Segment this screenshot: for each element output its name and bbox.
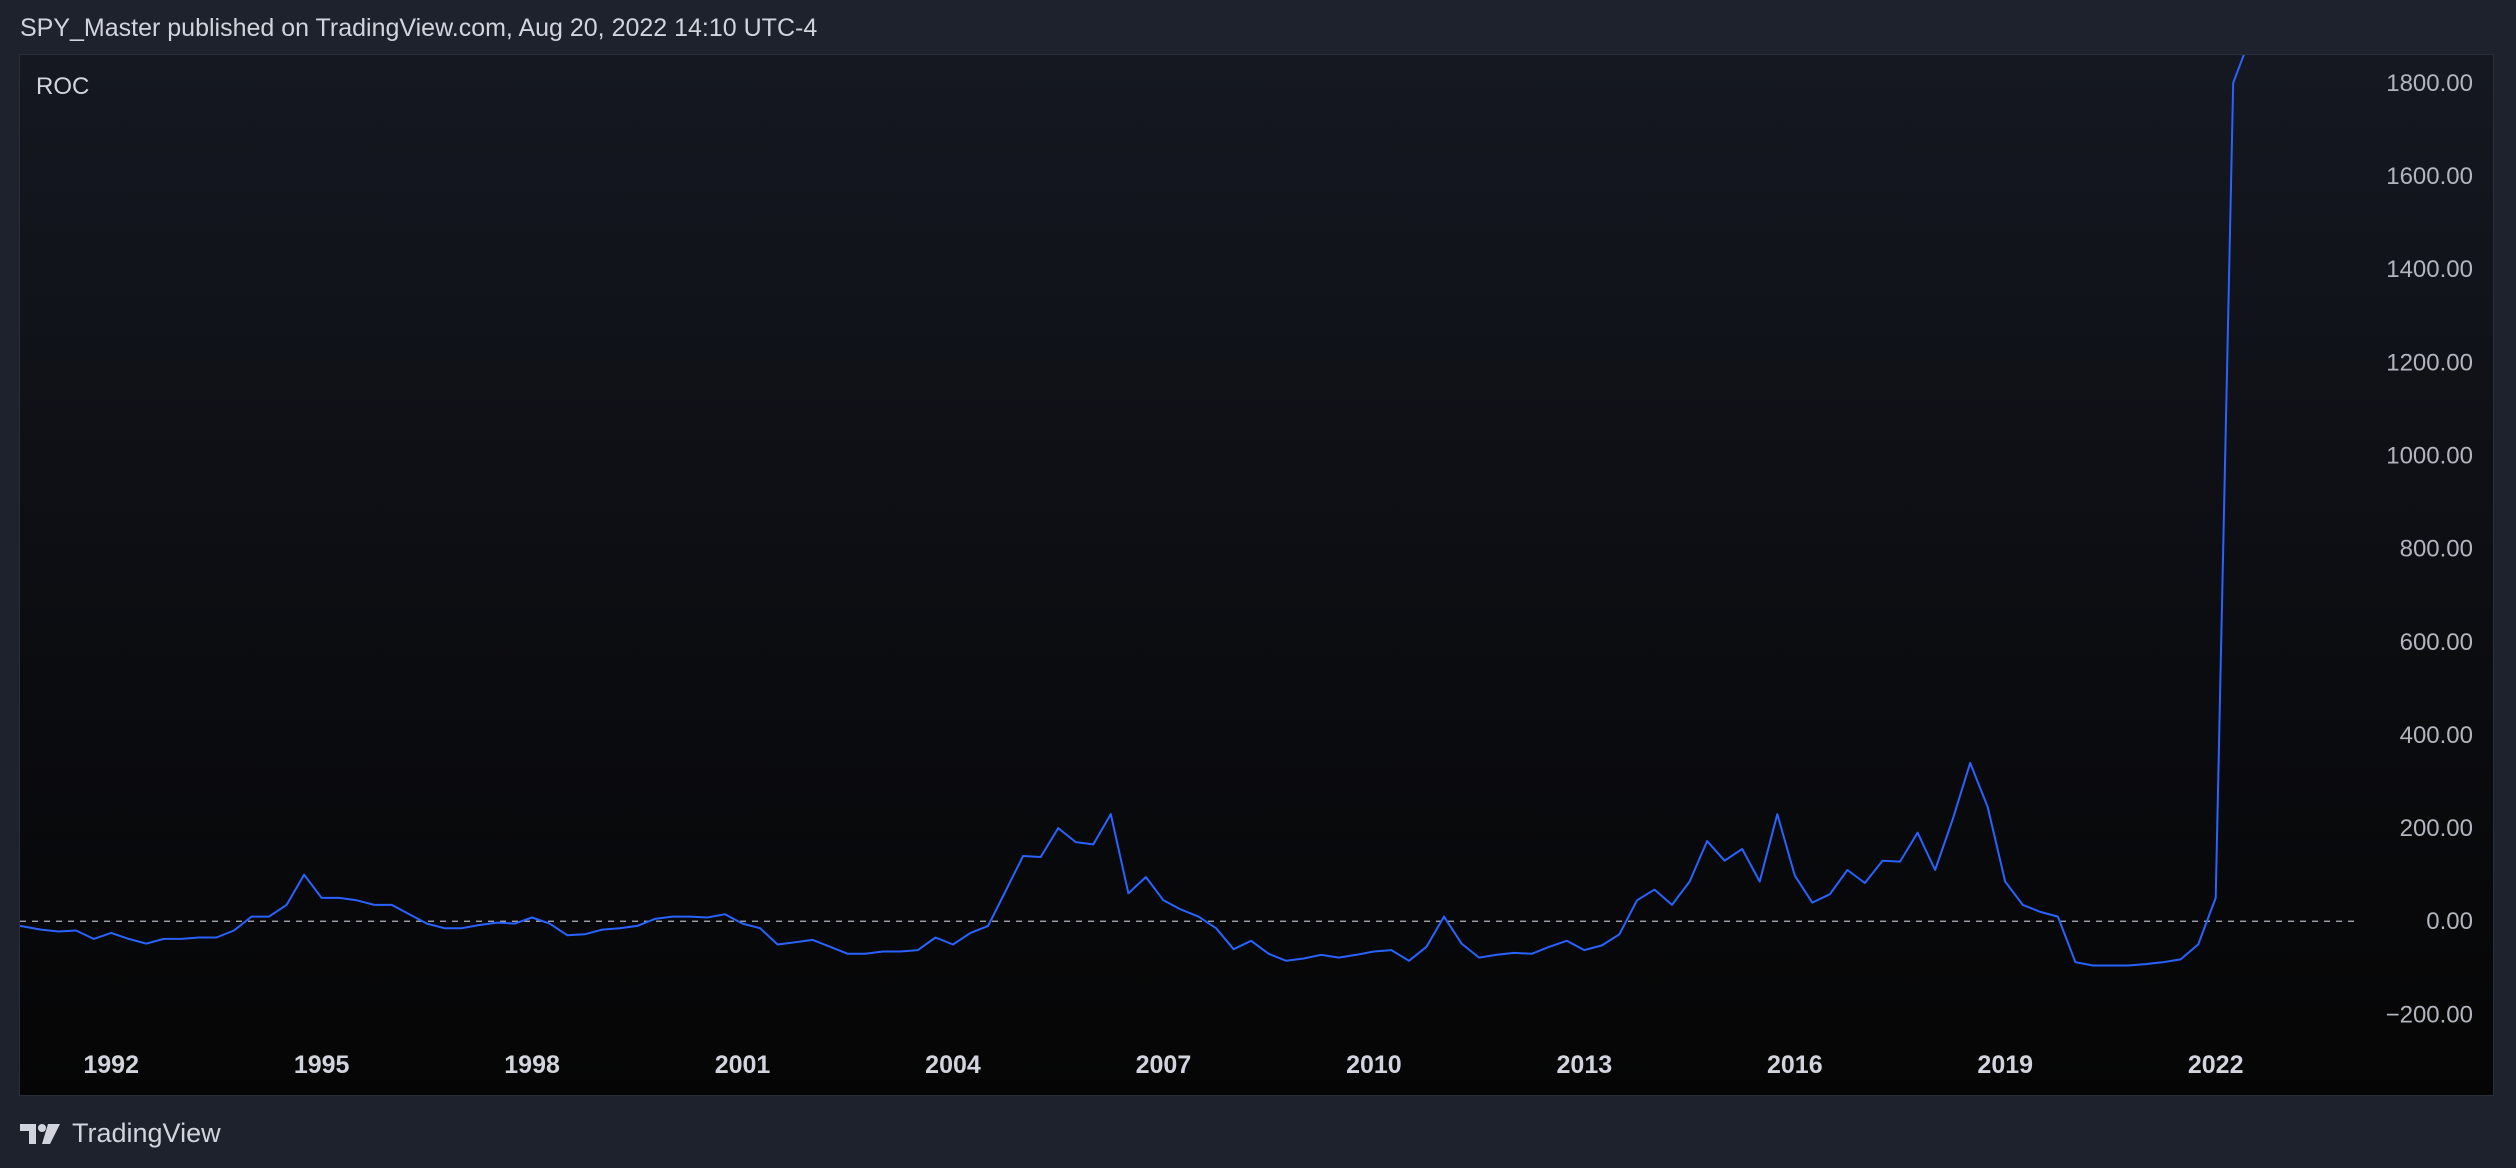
tradingview-brand: TradingView [72, 1118, 221, 1148]
x-tick-label: 2022 [2188, 1051, 2244, 1079]
x-tick-label: 2001 [715, 1051, 771, 1079]
y-tick-label: 1200.00 [2386, 349, 2473, 376]
x-tick-label: 2019 [1977, 1051, 2033, 1079]
y-tick-label: 1000.00 [2386, 443, 2473, 470]
chart-pane[interactable]: 1800.00 1600.00 1400.00 1200.00 1000.00 800.0… [19, 54, 2494, 1096]
x-tick-label: 2004 [925, 1051, 981, 1079]
roc-chart-svg: 1800.00 1600.00 1400.00 1200.00 1000.00 800.0… [20, 55, 2473, 1079]
publish-header: SPY_Master published on TradingView.com,… [20, 14, 817, 43]
x-tick-label: 2013 [1557, 1051, 1613, 1079]
y-tick-label: 600.00 [2400, 629, 2473, 656]
y-tick-label: 800.00 [2400, 536, 2473, 563]
y-tick-label: 400.00 [2400, 722, 2473, 749]
y-tick-label: 1800.00 [2386, 70, 2473, 97]
y-tick-label: 0.00 [2426, 908, 2473, 935]
y-tick-label: 1400.00 [2386, 256, 2473, 283]
x-tick-label: 2010 [1346, 1051, 1402, 1079]
y-tick-label: −200.00 [2386, 1001, 2473, 1028]
indicator-label: ROC [36, 73, 90, 100]
tradingview-footer[interactable]: TradingView [20, 1118, 221, 1149]
x-tick-label: 2016 [1767, 1051, 1823, 1079]
roc-series-line [20, 55, 2245, 967]
x-tick-label: 2007 [1136, 1051, 1192, 1079]
y-tick-label: 1600.00 [2386, 163, 2473, 190]
x-tick-label: 1998 [504, 1051, 560, 1079]
y-tick-label: 200.00 [2400, 815, 2473, 842]
tradingview-logo-icon [20, 1123, 60, 1144]
publish-info-text: SPY_Master published on TradingView.com,… [20, 14, 818, 42]
x-tick-label: 1992 [83, 1051, 139, 1079]
x-tick-label: 1995 [294, 1051, 350, 1079]
